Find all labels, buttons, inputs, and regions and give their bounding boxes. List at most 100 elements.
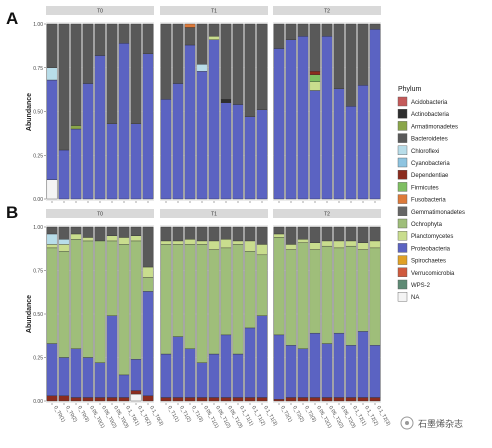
legend-swatch-fusobacteria (397, 194, 408, 204)
watermark-logo-dot (405, 421, 409, 425)
panel-a-bar-segment-proteobacteria (82, 83, 94, 200)
panel-a-bar-segment-proteobacteria (160, 99, 172, 200)
panel-b-bar-segment-dependentiae (70, 397, 82, 402)
panel-a-bar-segment-proteobacteria (244, 116, 256, 200)
legend: Phylum Acidobacteria Actinobacteria Armati… (397, 86, 465, 302)
legend-swatch-chloroflexi (397, 145, 408, 156)
panel-b-bar-segment-planctomycetes (130, 235, 142, 242)
panel-b-bar-segment-ochrophyta (94, 240, 106, 363)
legend-swatch-spirochaetes (397, 255, 408, 265)
panel-b-bar-segment-dependentiae (244, 397, 256, 402)
panel-b-bar-segment-ochrophyta (333, 247, 345, 334)
panel-b-bar-segment-dependentiae (333, 397, 345, 402)
panel-a-bar-segment-bacteroidetes (130, 23, 142, 124)
panel-b-bar-segment-bacteroidetes (309, 226, 321, 243)
panel-b-bar-segment-dependentiae (309, 397, 321, 402)
legend-label-armatimonadetes: Armatimonadetes (411, 124, 458, 130)
legend-label-spirochaetes: Spirochaetes (411, 259, 446, 265)
panel-b-bar-segment-bacteroidetes (321, 226, 333, 242)
panel-a-y-tick-label: 0.00 (33, 197, 43, 203)
panel-a-y-tick-label: 0.75 (33, 66, 43, 72)
panel-b-bar-segment-proteobacteria (309, 332, 321, 398)
legend-swatch-verrucomicrobia (397, 267, 408, 277)
panel-b-bar-segment-proteobacteria (142, 291, 154, 396)
legend-label-actinobacteria: Actinobacteria (411, 112, 450, 118)
panel-a-bar-segment-bacteroidetes (82, 23, 94, 84)
panel-a-plot: 0.00 0.25 0.50 0.75 1.00 T0 T1 T2 (33, 6, 381, 203)
panel-a-bar-segment-proteobacteria (94, 55, 106, 200)
panel-a-bar-segment-proteobacteria (196, 71, 208, 200)
panel-b-bar-segment-dependentiae (297, 397, 309, 402)
panel-b-bar-segment-bacteroidetes (256, 226, 268, 245)
panel-b-bar-segment-ochrophyta (208, 249, 220, 355)
panel-a-bar-segment-bacteroidetes (196, 23, 208, 65)
panel-b-bar-segment-bacteroidetes (196, 226, 208, 242)
panel-a-bar-segment-bacteroidetes (160, 23, 172, 100)
panel-b-bar-segment-ochrophyta (172, 244, 184, 337)
legend-swatch-planctomycetes (397, 230, 408, 241)
legend-label-bacteroidetes: Bacteroidetes (411, 137, 448, 143)
panel-b-bar-segment-proteobacteria (94, 362, 106, 398)
panel-b-bar-segment-planctomycetes (321, 240, 333, 247)
panel-a-bar-segment-chloroflexi (196, 64, 208, 72)
panel-a-bar-segment-bacteroidetes (208, 23, 220, 37)
panel-a-label: A (6, 9, 18, 28)
legend-label-acidobacteria: Acidobacteria (411, 100, 448, 106)
panel-b-bar-segment-planctomycetes (232, 240, 244, 245)
panel-b-bar-segment-dependentiae (208, 397, 220, 402)
panel-a-bar-segment-proteobacteria (345, 106, 357, 200)
legend-title: Phylum (398, 86, 422, 93)
panel-b-bar-segment-planctomycetes (70, 233, 82, 240)
legend-swatch-actinobacteria (397, 108, 408, 119)
panel-a-bar-segment-bacteroidetes (369, 23, 381, 30)
panel-b-bar-segment-ochrophyta (142, 277, 154, 292)
panel-b-bar-segment-proteobacteria (208, 353, 220, 398)
panel-b-label: B (6, 203, 18, 222)
panel-b-bar-segment-ochrophyta (256, 254, 268, 316)
panel-b-bar-segment-proteobacteria (46, 343, 58, 396)
panel-a-facet-strip (46, 6, 154, 15)
panel-b-bar-segment-ochrophyta (321, 245, 333, 344)
panel-b-bar-segment-bacteroidetes (345, 226, 357, 242)
panel-b-bar-segment-bacteroidetes (106, 226, 118, 236)
panel-b-facet-strip (273, 209, 381, 218)
panel-a-bar-segment-fusobacteria (184, 23, 196, 28)
panel-b-bar-segment-proteobacteria (232, 353, 244, 398)
panel-b-y-tick-label: 1.00 (33, 225, 43, 231)
panel-b-bar-segment-ochrophyta (369, 247, 381, 346)
panel-b-bar-segment-dependentiae (273, 399, 285, 402)
panel-b-bar-segment-proteobacteria (357, 331, 369, 398)
panel-a-bar-segment-proteobacteria (273, 48, 285, 200)
panel-b-facet-strip (46, 209, 154, 218)
panel-b-bar-segment-proteobacteria (244, 327, 256, 398)
panel-b-y-tick-label: 0.75 (33, 269, 43, 275)
panel-b-bar-segment-bacteroidetes (273, 226, 285, 235)
panel-a-bar-segment-bacteroidetes (256, 23, 268, 110)
panel-b-bar-segment-planctomycetes (106, 235, 118, 242)
panel-b-bar-segment-ochrophyta (232, 244, 244, 355)
legend-label-proteobacteria: Proteobacteria (411, 246, 451, 252)
legend-swatch-gemmatimonadetes (397, 206, 408, 217)
panel-a-y-tick-label: 1.00 (33, 22, 43, 28)
panel-b-bar-segment-bacteroidetes (142, 226, 154, 268)
panel-a-bar-segment-proteobacteria (184, 44, 196, 200)
legend-label-gemmatimonadetes: Gemmatimonadetes (411, 210, 465, 216)
panel-b-bar-segment-planctomycetes (285, 244, 297, 250)
panel-a-bar-segment-proteobacteria (70, 128, 82, 200)
panel-a-bar-segment-proteobacteria (357, 85, 369, 200)
panel-b-bar-segment-ochrophyta (285, 249, 297, 346)
legend-swatch-firmicutes (397, 182, 408, 192)
panel-b-bar-segment-planctomycetes (58, 244, 70, 252)
panel-b-bar-segment-planctomycetes (273, 233, 285, 238)
panel-b-bar-segment-dependentiae (256, 397, 268, 402)
panel-b-bar-segment-planctomycetes (345, 240, 357, 247)
panel-b-bar-segment-bacteroidetes (184, 226, 196, 240)
panel-b-bar-segment-dependentiae (184, 397, 196, 402)
panel-a-bar-segment-bacteroidetes (118, 23, 130, 44)
panel-a-bar-segment-bacteroidetes (285, 23, 297, 40)
panel-b-bar-segment-ochrophyta (220, 247, 232, 336)
panel-b-bar-segment-proteobacteria (333, 332, 345, 398)
panel-b-bar-segment-dependentiae (196, 397, 208, 402)
panel-b-bar-segment-planctomycetes (208, 240, 220, 250)
